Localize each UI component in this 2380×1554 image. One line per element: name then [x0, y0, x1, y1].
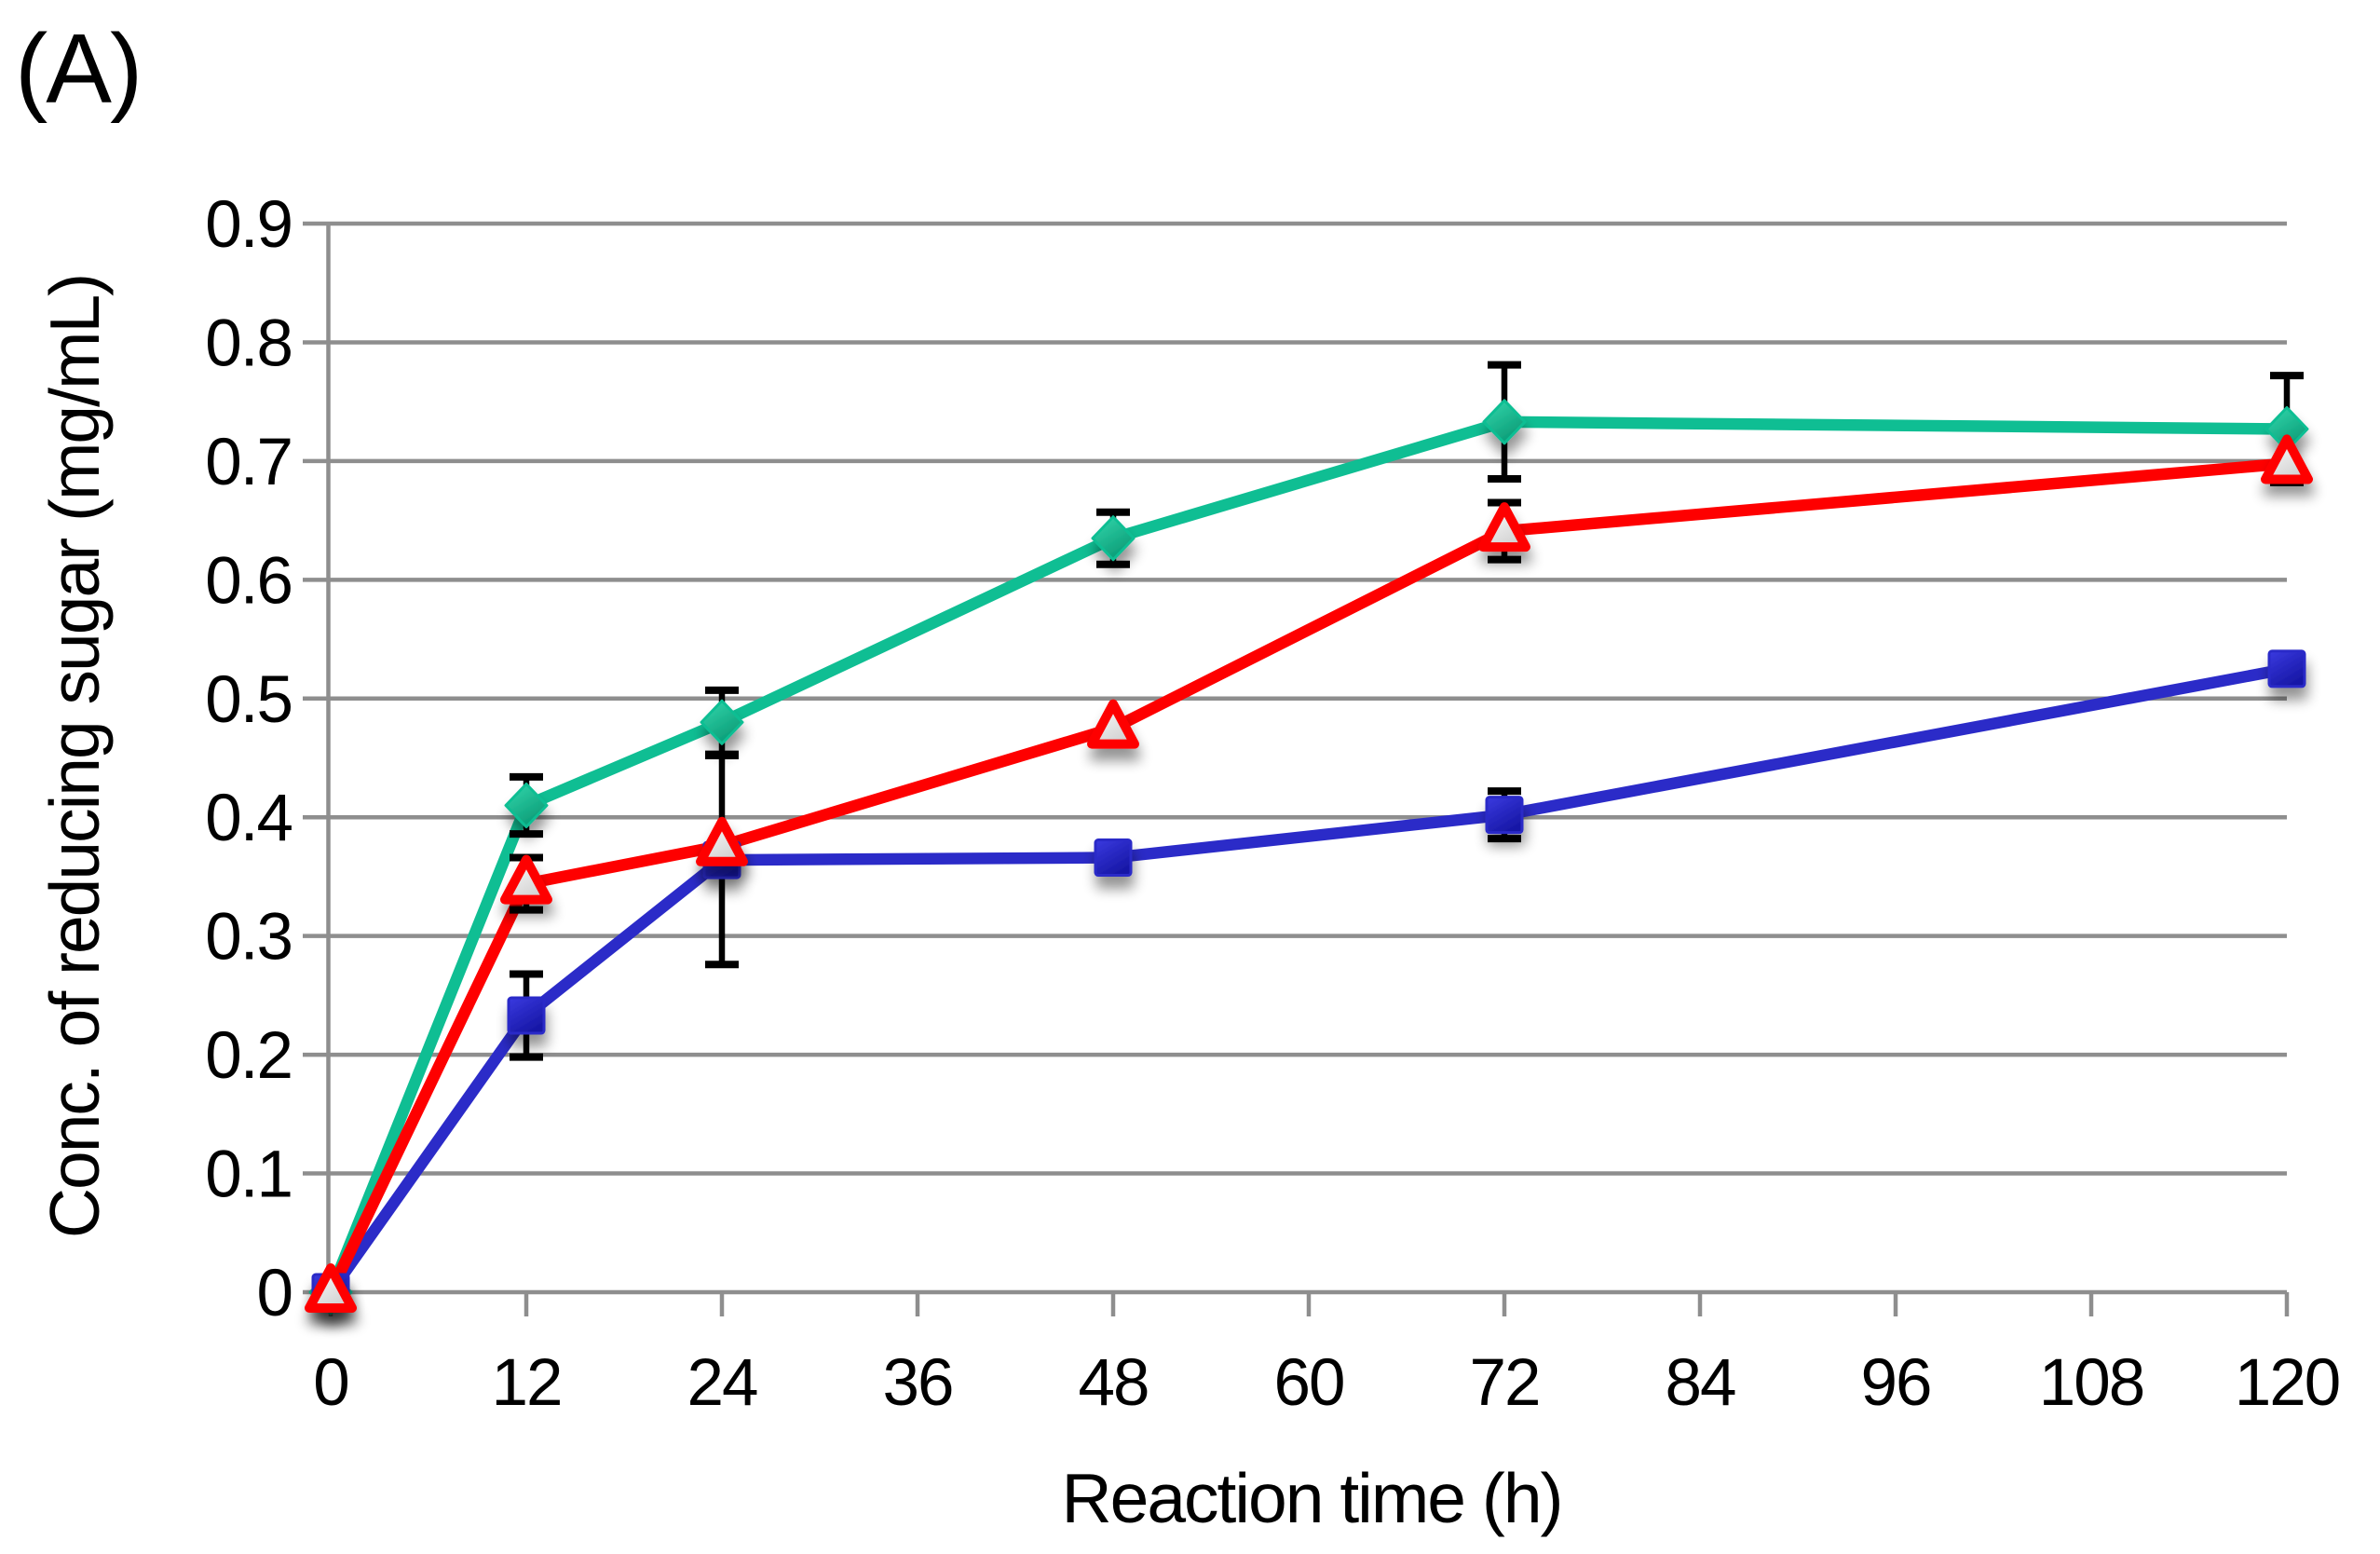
x-tick-label: 0 [313, 1346, 348, 1420]
x-axis-title: Reaction time (h) [1061, 1459, 1563, 1537]
y-tick-label: 0.8 [205, 307, 292, 380]
marker-red-triangle-open [696, 816, 748, 866]
marker-green-diamond [504, 782, 549, 828]
marker-red-triangle-open [500, 854, 552, 905]
marker-red-triangle-open [2261, 434, 2313, 484]
gridlines [303, 221, 2287, 1176]
marker-red-triangle-open [305, 1263, 357, 1313]
marker-blue-square [2267, 649, 2306, 688]
panel-label: (A) [15, 14, 143, 124]
y-tick-label: 0.7 [205, 426, 292, 499]
x-tick-labels: 0 12 24 36 48 60 72 84 96 108 120 [313, 1346, 2341, 1420]
x-tick-label: 48 [1079, 1346, 1149, 1420]
x-tick-label: 36 [883, 1346, 953, 1420]
x-tick-label: 108 [2039, 1346, 2143, 1420]
marker-red-triangle-open [1478, 502, 1530, 552]
y-tick-label: 0.9 [205, 188, 292, 262]
x-tick-label: 96 [1861, 1346, 1931, 1420]
y-tick-label: 0.4 [205, 782, 292, 855]
x-tick-label: 12 [492, 1346, 562, 1420]
data-point-markers [305, 399, 2313, 1315]
marker-blue-square [1485, 796, 1524, 835]
series-line-blue-square [324, 662, 2293, 1299]
y-axis-title: Conc. of reducing sugar (mg/mL) [35, 274, 114, 1239]
x-tick-label: 84 [1666, 1346, 1735, 1420]
marker-red-triangle-open [1087, 699, 1139, 749]
y-tick-label: 0 [257, 1257, 292, 1330]
y-tick-label: 0.1 [205, 1138, 292, 1212]
x-tick-label: 72 [1470, 1346, 1540, 1420]
y-tick-labels: 0 0.1 0.2 0.3 0.4 0.5 0.6 0.7 0.8 0.9 [205, 188, 293, 1330]
y-tick-label: 0.3 [205, 901, 292, 975]
series-lines [324, 416, 2293, 1299]
marker-blue-square [507, 996, 546, 1035]
series-line-red-triangle-open [324, 457, 2293, 1299]
x-tick-label: 120 [2235, 1346, 2339, 1420]
y-tick-label: 0.2 [205, 1019, 292, 1093]
x-tick-label: 24 [687, 1346, 757, 1420]
marker-green-diamond [1482, 399, 1527, 445]
series-line-green-diamond [324, 416, 2293, 1299]
x-tick-label: 60 [1274, 1346, 1344, 1420]
y-tick-label: 0.6 [205, 544, 292, 618]
y-tick-label: 0.5 [205, 663, 292, 737]
marker-green-diamond [1091, 515, 1136, 562]
marker-green-diamond [700, 699, 744, 745]
marker-blue-square [1094, 838, 1133, 878]
